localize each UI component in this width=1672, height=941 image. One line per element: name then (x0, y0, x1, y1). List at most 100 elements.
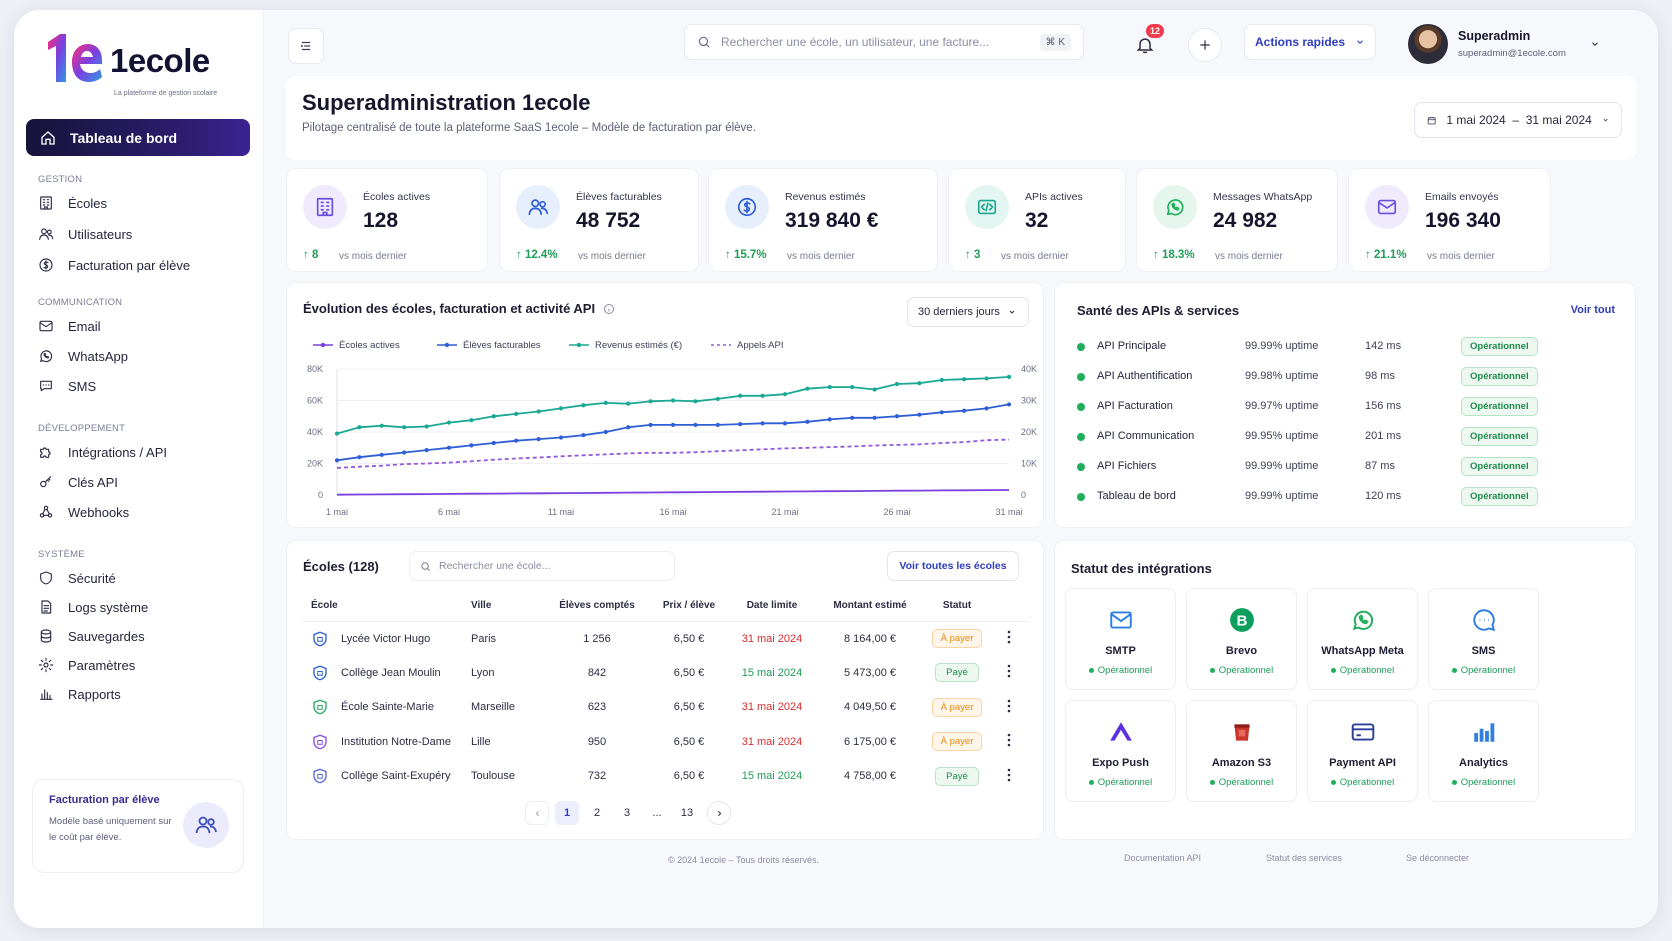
status-dot (1077, 433, 1085, 441)
kpi-value: 128 (363, 209, 399, 232)
kpi-card[interactable]: Revenus estimés 319 840 € ↑ 15.7% vs mois d… (708, 168, 938, 272)
school-name[interactable]: École Sainte-Marie (341, 701, 434, 714)
sidebar-item-utilisateurs[interactable]: Utilisateurs (38, 223, 132, 245)
school-name[interactable]: Collège Jean Moulin (341, 666, 441, 679)
sidebar-item-email[interactable]: Email (38, 315, 101, 337)
kpi-card[interactable]: Emails envoyés 196 340 ↑ 21.1% vs mois dern… (1348, 168, 1551, 272)
kpi-card[interactable]: Élèves facturables 48 752 ↑ 12.4% vs mois d… (499, 168, 699, 272)
pagination-page[interactable]: 1 (555, 801, 579, 825)
sidebar-item-cles-api[interactable]: Clés API (38, 471, 118, 493)
data-point (670, 422, 676, 428)
integration-card-amazon-s3[interactable]: Amazon S3 Opérationnel (1186, 700, 1297, 802)
status-badge: Opérationnel (1461, 457, 1538, 476)
service-row[interactable]: API Principale 99.99% uptime 142 ms Opérati… (1077, 337, 1538, 357)
service-row[interactable]: API Fichiers 99.99% uptime 87 ms Opérationn… (1077, 457, 1538, 477)
footer-link-docs[interactable]: Documentation API (1124, 853, 1202, 863)
sidebar-item-securite[interactable]: Sécurité (38, 567, 116, 589)
integration-card-analytics[interactable]: Analytics Opérationnel (1428, 700, 1539, 802)
global-search[interactable]: Rechercher une école, un utilisateur, un… (684, 24, 1084, 60)
sidebar-item-whatsapp[interactable]: WhatsApp (38, 345, 128, 367)
column-header[interactable]: Prix / élève (662, 600, 716, 612)
info-icon[interactable] (603, 303, 615, 315)
school-search-input[interactable]: Rechercher une école... (409, 551, 675, 581)
sidebar-item-rapports[interactable]: Rapports (38, 683, 121, 705)
service-row[interactable]: API Communication 99.95% uptime 201 ms Opér… (1077, 427, 1538, 447)
footer-link-logout[interactable]: Se déconnecter (1406, 853, 1470, 863)
kpi-icon-wrap (965, 185, 1009, 229)
column-header[interactable]: École (311, 600, 338, 612)
more-vertical-icon[interactable] (1003, 630, 1015, 644)
pagination-page[interactable]: 3 (623, 807, 631, 819)
sidebar-item-sauvegardes[interactable]: Sauvegardes (38, 625, 145, 647)
menu-toggle-button[interactable] (288, 28, 324, 64)
integration-card-whatsapp-meta[interactable]: WhatsApp Meta Opérationnel (1307, 588, 1418, 690)
integration-name: Amazon S3 (1211, 757, 1272, 769)
see-all-schools-button[interactable]: Voir toutes les écoles (887, 551, 1019, 581)
sidebar-item-dashboard[interactable]: Tableau de bord (26, 119, 250, 156)
pagination-page[interactable]: 13 (680, 807, 694, 819)
integration-card-smtp[interactable]: SMTP Opérationnel (1065, 588, 1176, 690)
data-point (962, 377, 967, 382)
integration-status-label: Opérationnel (1097, 777, 1153, 788)
pagination-next-button[interactable] (707, 801, 731, 825)
sidebar-item-facturation-par-eleve[interactable]: Facturation par élève (38, 254, 190, 276)
more-vertical-icon[interactable] (1003, 699, 1015, 713)
whatsapp-icon (1352, 610, 1373, 631)
table-row[interactable]: Collège Saint-Exupéry Toulouse 732 6,50 € 15… (303, 759, 1029, 794)
kpi-card[interactable]: Écoles actives 128 ↑ 8 vs mois dernier (286, 168, 488, 272)
period-dropdown[interactable]: 30 derniers jours (907, 297, 1029, 327)
column-header[interactable]: Date limite (746, 600, 798, 612)
kpi-card[interactable]: APIs actives 32 ↑ 3 vs mois dernier (948, 168, 1126, 272)
table-row[interactable]: Collège Jean Moulin Lyon 842 6,50 € 15 mai 2… (303, 656, 1029, 691)
kpi-icon-wrap (1365, 185, 1409, 229)
status-badge: À payer (931, 732, 983, 752)
more-vertical-icon[interactable] (1003, 664, 1015, 678)
notifications-button[interactable]: 12 (1132, 24, 1165, 60)
pagination-prev-button[interactable] (525, 801, 549, 825)
sidebar-item-logs-systeme[interactable]: Logs système (38, 596, 148, 618)
document-icon (41, 600, 52, 614)
y-right-tick-label: 10K (1021, 459, 1037, 469)
health-see-all-link[interactable]: Voir tout (1570, 304, 1615, 316)
pagination-page[interactable]: 2 (593, 807, 601, 819)
service-row[interactable]: API Authentification 99.98% uptime 98 ms Op… (1077, 367, 1538, 387)
service-row[interactable]: Tableau de bord 99.99% uptime 120 ms Opérat… (1077, 487, 1538, 507)
table-row[interactable]: Lycée Victor Hugo Paris 1 256 6,50 € 31 mai … (303, 621, 1029, 656)
add-button[interactable] (1188, 28, 1222, 62)
table-row[interactable]: École Sainte-Marie Marseille 623 6,50 € 31 m… (303, 690, 1029, 725)
column-header[interactable]: Statut (942, 600, 972, 612)
service-uptime: 99.97% uptime (1245, 400, 1319, 412)
integration-card-expo-push[interactable]: Expo Push Opérationnel (1065, 700, 1176, 802)
integration-card-payment-api[interactable]: Payment API Opérationnel (1307, 700, 1418, 802)
column-header[interactable]: Ville (471, 600, 492, 612)
column-header[interactable]: Élèves comptés (559, 600, 635, 612)
integration-card-brevo[interactable]: B Brevo Opérationnel (1186, 588, 1297, 690)
more-vertical-icon[interactable] (1003, 768, 1015, 782)
integration-card-sms[interactable]: SMS Opérationnel (1428, 588, 1539, 690)
column-header[interactable]: Montant estimé (833, 600, 907, 612)
mail-icon (39, 320, 53, 332)
user-menu[interactable]: Superadmin superadmin@1ecole.com (1408, 24, 1638, 64)
school-name[interactable]: Lycée Victor Hugo (341, 632, 431, 645)
promo-card[interactable]: Facturation par élève Modèle basé unique… (32, 779, 244, 873)
sidebar-item-parametres[interactable]: Paramètres (38, 654, 135, 676)
quick-actions-dropdown[interactable]: Actions rapides (1244, 24, 1376, 60)
kpi-card[interactable]: Messages WhatsApp 24 982 ↑ 18.3% vs mois de… (1136, 168, 1338, 272)
pagination-page[interactable]: ... (652, 807, 662, 819)
sidebar-item-integrations-api[interactable]: Intégrations / API (38, 441, 167, 463)
kpi-value: 196 340 (1425, 209, 1501, 232)
sidebar-item-webhooks[interactable]: Webhooks (38, 501, 129, 523)
date-range-picker[interactable]: 1 mai 2024 – 31 mai 2024 (1414, 102, 1622, 138)
footer-link-status[interactable]: Statut des services (1266, 853, 1343, 863)
school-name[interactable]: Institution Notre-Dame (341, 735, 452, 748)
brand-logo[interactable]: 1ecole La plateforme de gestion scolaire (44, 30, 224, 100)
school-name[interactable]: Collège Saint-Exupéry (341, 770, 451, 783)
sidebar-item-ecoles[interactable]: Écoles (38, 192, 107, 214)
search-input[interactable]: Rechercher une école, un utilisateur, un… (721, 35, 990, 49)
sidebar-item-sms[interactable]: SMS (38, 375, 96, 397)
table-row[interactable]: Institution Notre-Dame Lille 950 6,50 € 31 m… (303, 725, 1029, 760)
integration-icon-wrap (1429, 717, 1538, 747)
more-vertical-icon[interactable] (1003, 733, 1015, 747)
integration-icon-wrap (1308, 717, 1417, 747)
service-row[interactable]: API Facturation 99.97% uptime 156 ms Opérat… (1077, 397, 1538, 417)
